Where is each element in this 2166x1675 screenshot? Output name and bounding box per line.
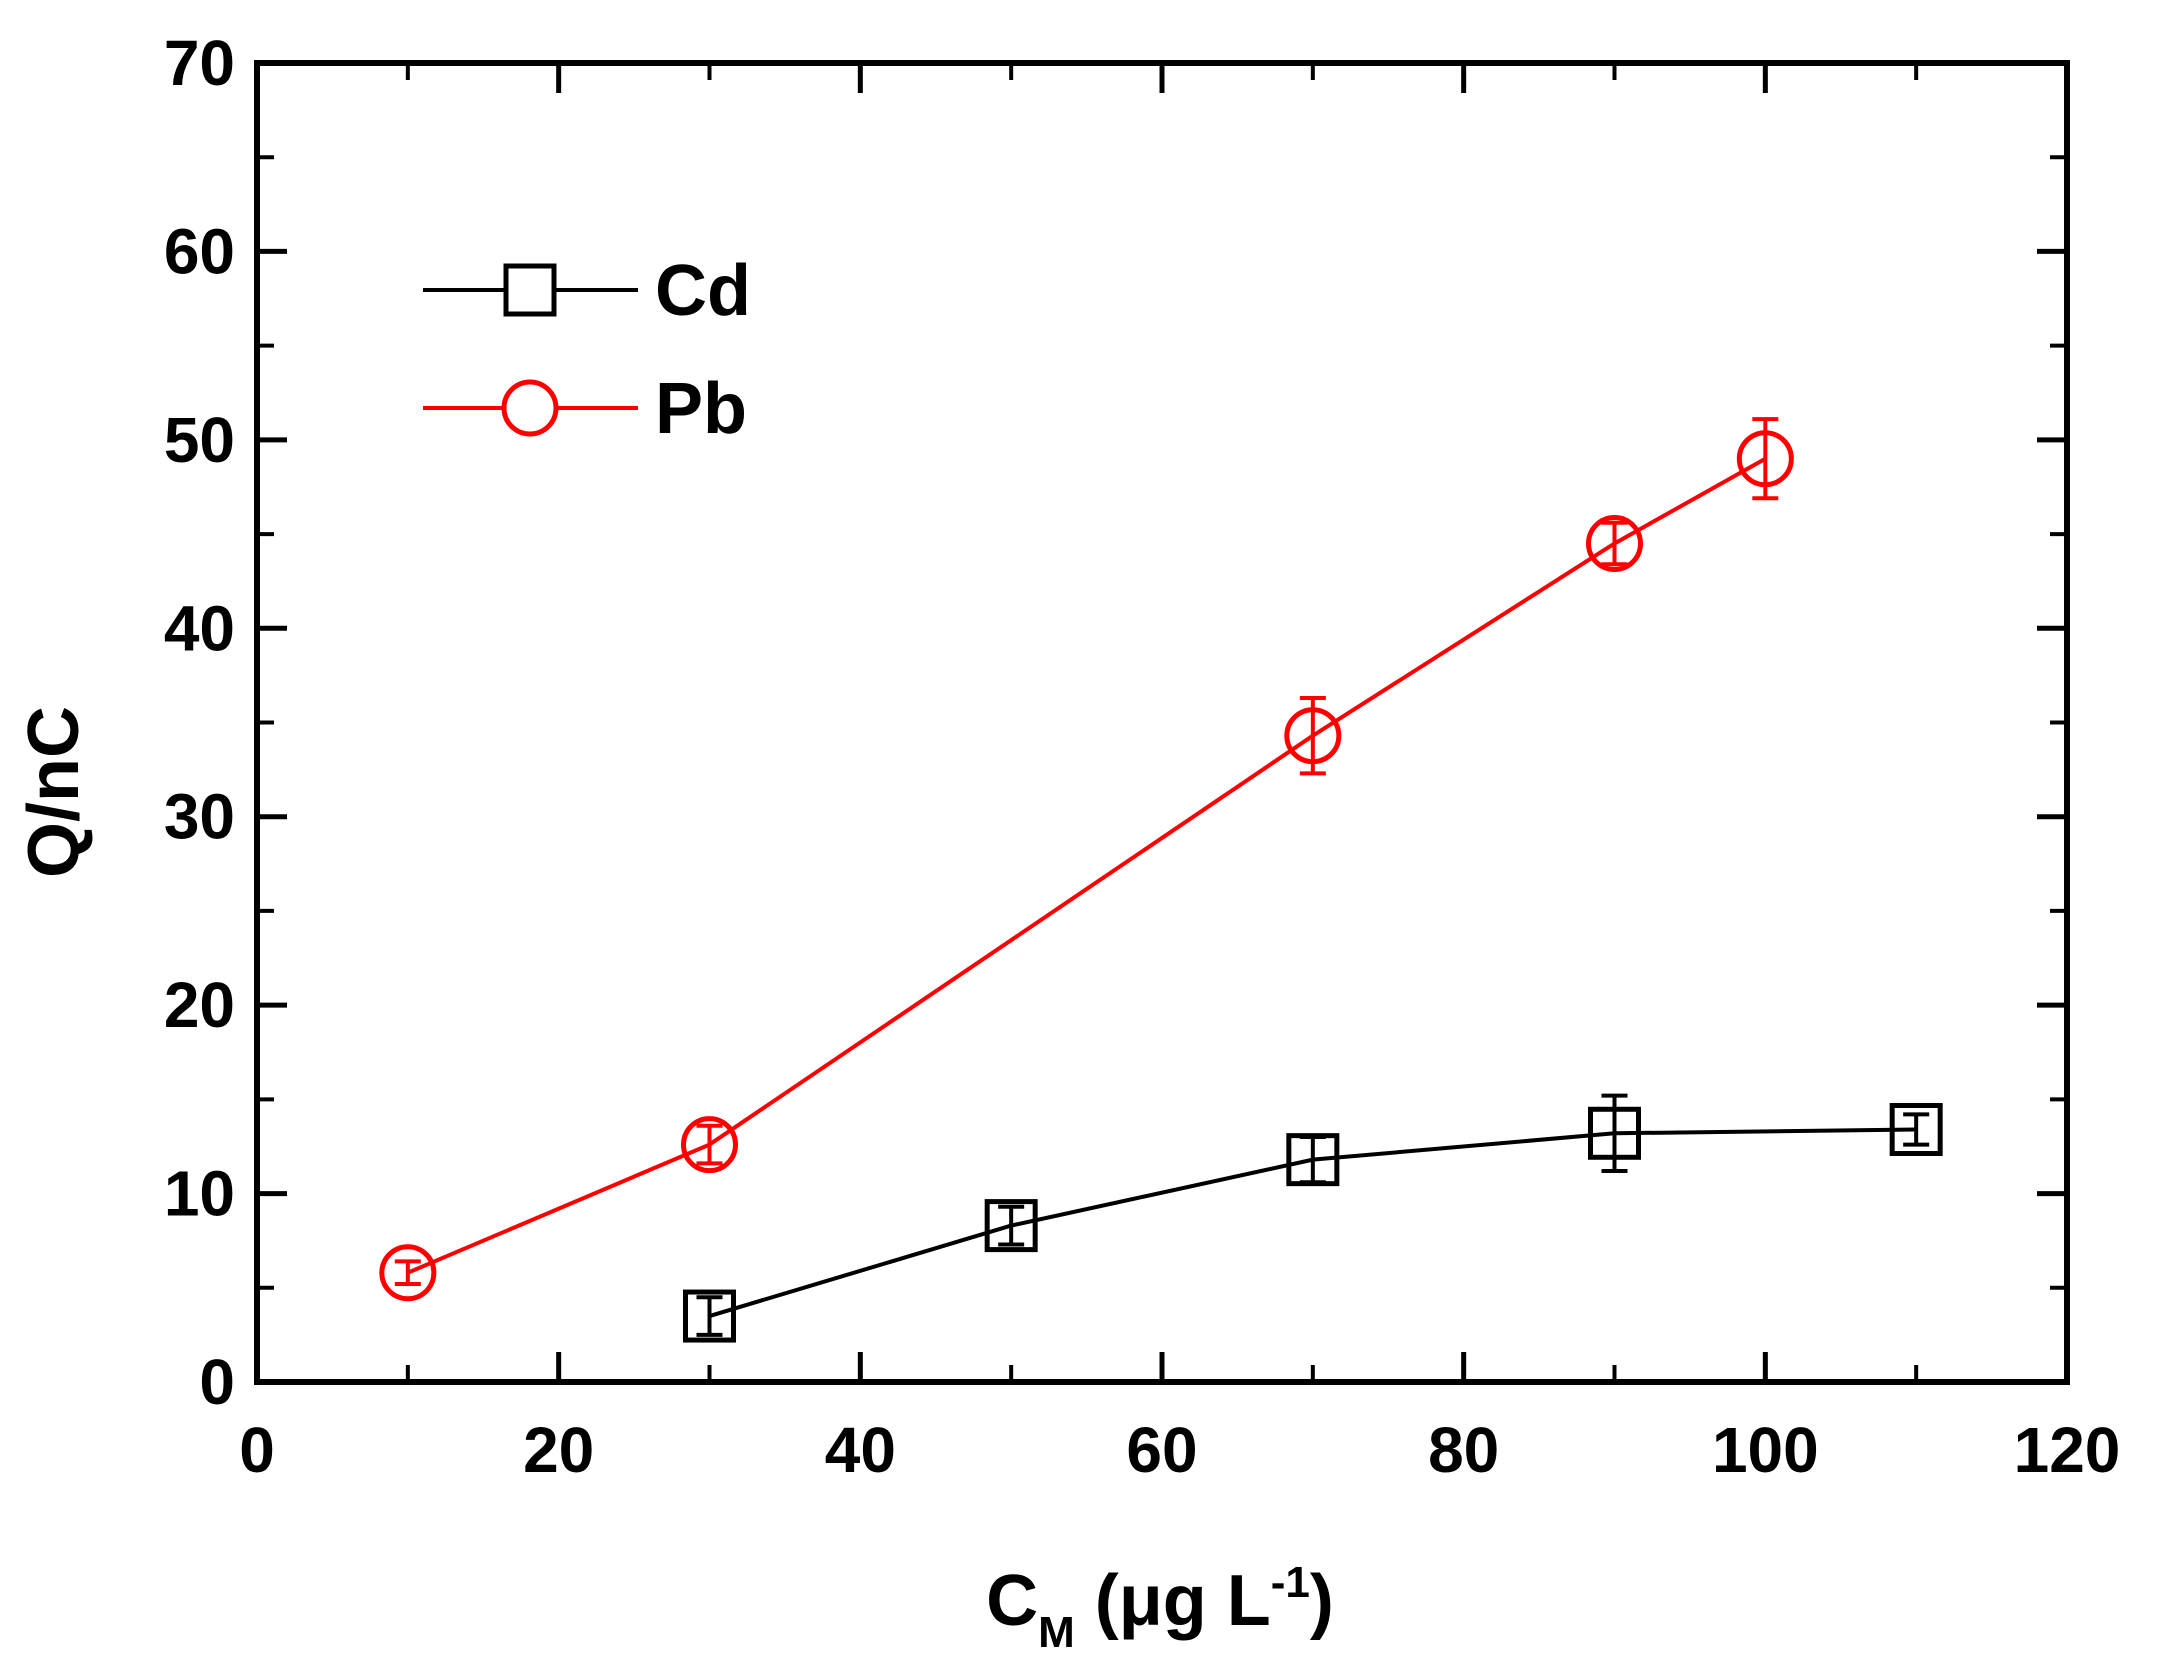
series-layer	[379, 417, 1943, 1343]
legend: Cd Pb	[423, 251, 751, 449]
y-axis-label: Q/nC	[14, 706, 94, 878]
data-point-cd	[1286, 1133, 1340, 1187]
legend-entry-cd: Cd	[423, 251, 751, 331]
y-tick-label: 0	[199, 1346, 235, 1418]
series-line-pb	[407, 456, 1767, 1275]
data-point-pb	[1284, 707, 1342, 765]
plot-area-border	[254, 60, 2070, 1385]
x-axis-label-sub: M	[1038, 1608, 1075, 1657]
data-point-cd	[683, 1289, 736, 1343]
x-axis-label-unit: (μg L	[1075, 1561, 1271, 1641]
plot-frame	[254, 60, 2070, 1385]
x-axis-label-main: C	[986, 1561, 1038, 1641]
x-tick-label: 0	[239, 1414, 275, 1486]
data-point-pb	[379, 1244, 437, 1302]
x-tick-label: 20	[523, 1414, 594, 1486]
x-axis-label-close: )	[1310, 1561, 1334, 1641]
data-point-pb	[681, 1116, 738, 1174]
data-point-pb	[1736, 430, 1794, 488]
x-tick-label: 80	[1428, 1414, 1499, 1486]
x-axis-label-sup: -1	[1271, 1558, 1310, 1607]
y-tick-label: 60	[164, 215, 235, 287]
x-tick-label: 60	[1126, 1414, 1197, 1486]
data-point-cd	[1889, 1103, 1943, 1157]
legend-label-cd: Cd	[655, 251, 751, 331]
y-tick-label: 70	[164, 27, 235, 99]
x-tick-label: 40	[825, 1414, 896, 1486]
data-point-cd	[1588, 1106, 1641, 1160]
series-pb	[379, 417, 1794, 1302]
x-tick-label: 100	[1712, 1414, 1819, 1486]
y-tick-label: 40	[164, 592, 235, 664]
data-point-pb	[1586, 514, 1643, 572]
legend-marker-cd	[503, 263, 557, 317]
y-tick-label: 30	[164, 781, 235, 853]
y-tick-label: 50	[164, 404, 235, 476]
y-tick-label: 20	[164, 969, 235, 1041]
series-cd	[683, 1093, 1943, 1343]
axis-ticks: 0 20 40 60 80 100 120 0 10 20 30 40 50 60 70	[164, 27, 2121, 1486]
data-point-cd	[984, 1199, 1038, 1253]
x-axis-label: CM (μg L-1)	[986, 1558, 1334, 1657]
y-tick-label: 10	[164, 1158, 235, 1230]
legend-marker-pb	[501, 379, 559, 437]
legend-label-pb: Pb	[655, 369, 747, 449]
legend-entry-pb: Pb	[423, 369, 747, 449]
x-tick-label: 120	[2014, 1414, 2121, 1486]
